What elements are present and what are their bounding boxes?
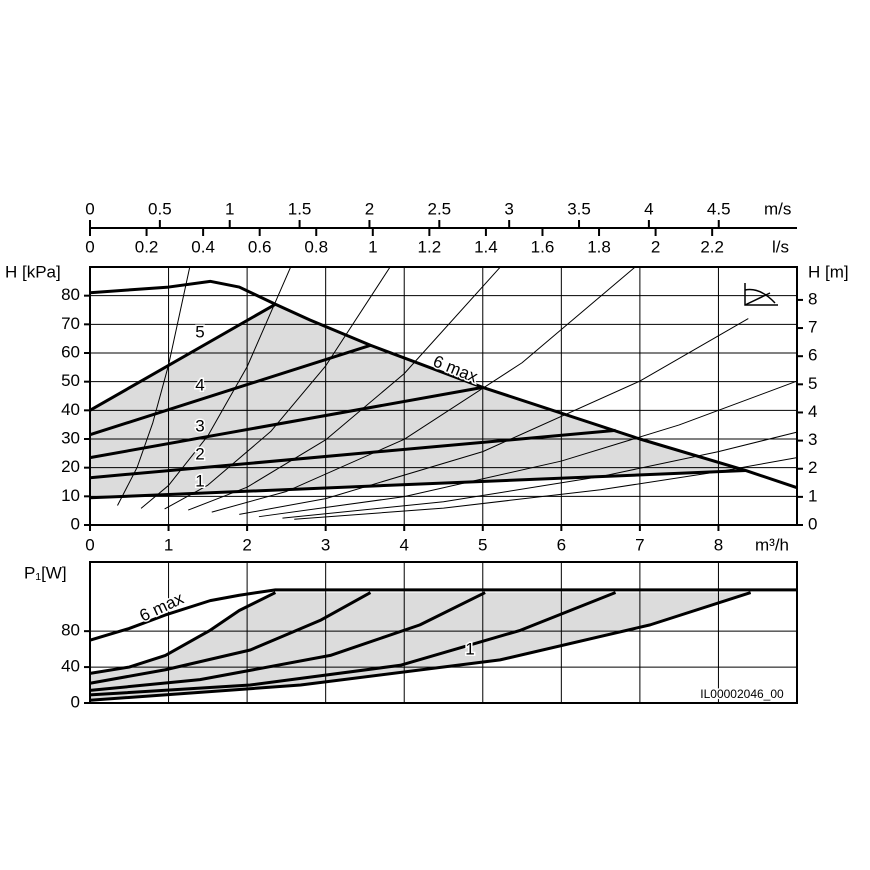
top-axis-tick-label: 0 bbox=[85, 199, 94, 218]
curve bbox=[89, 591, 277, 675]
top-axis-tick-label: 1.5 bbox=[288, 199, 312, 218]
figure-id: IL00002046_00 bbox=[700, 687, 784, 701]
curve bbox=[89, 279, 798, 490]
top-axis-label: l/s bbox=[772, 237, 789, 256]
top-axis-tick-label: 0.8 bbox=[304, 237, 328, 256]
pump-curve-icon bbox=[744, 283, 778, 306]
y2-tick-label: 2 bbox=[808, 458, 817, 477]
curve bbox=[188, 266, 501, 511]
y-tick-label: 0 bbox=[71, 692, 80, 711]
curve bbox=[282, 431, 798, 519]
x-tick-label: 8 bbox=[714, 535, 723, 554]
curve-label: 4 bbox=[195, 375, 204, 394]
curve-label: 2 bbox=[195, 444, 204, 463]
top-axis-tick-label: 3.5 bbox=[567, 199, 591, 218]
curve-label: 3 bbox=[195, 416, 204, 435]
curve bbox=[239, 318, 749, 515]
y-axis-label: H [kPa] bbox=[5, 262, 61, 281]
y-tick-label: 60 bbox=[61, 342, 80, 361]
top-axis-tick-label: 1.4 bbox=[474, 237, 498, 256]
y2-tick-label: 7 bbox=[808, 318, 817, 337]
y-tick-label: 50 bbox=[61, 371, 80, 390]
curve bbox=[258, 380, 798, 518]
top-axis-tick-label: 1 bbox=[225, 199, 234, 218]
y2-tick-label: 3 bbox=[808, 430, 817, 449]
y-tick-label: 10 bbox=[61, 486, 80, 505]
y2-tick-label: 1 bbox=[808, 486, 817, 505]
y-tick-label: 80 bbox=[61, 621, 80, 640]
curve bbox=[89, 385, 484, 460]
y2-axis-label: H [m] bbox=[808, 262, 849, 281]
top-axis-tick-label: 0 bbox=[85, 237, 94, 256]
top-axis-label: m/s bbox=[764, 199, 791, 218]
y-tick-label: 70 bbox=[61, 314, 80, 333]
curve bbox=[89, 591, 752, 702]
y-tick-label: 20 bbox=[61, 457, 80, 476]
curve bbox=[89, 302, 277, 412]
x-tick-label: 4 bbox=[399, 535, 408, 554]
y-axis-label: P₁[W] bbox=[24, 563, 67, 582]
curve bbox=[117, 266, 191, 506]
x-tick-label: 1 bbox=[164, 535, 173, 554]
x-tick-label: 0 bbox=[85, 535, 94, 554]
top-axis-tick-label: 1.8 bbox=[587, 237, 611, 256]
curve bbox=[211, 266, 636, 513]
curve bbox=[89, 343, 371, 437]
x-axis-label: m³/h bbox=[755, 535, 789, 554]
y-tick-label: 30 bbox=[61, 428, 80, 447]
top-axis-tick-label: 2 bbox=[651, 237, 660, 256]
curve-label: 1 bbox=[195, 471, 204, 490]
curve-label: 6 max bbox=[137, 588, 187, 625]
top-axis-tick-label: 4.5 bbox=[707, 199, 731, 218]
curve bbox=[89, 588, 797, 642]
y-tick-label: 0 bbox=[71, 514, 80, 533]
top-axis-tick-label: 2 bbox=[365, 199, 374, 218]
y2-tick-label: 4 bbox=[808, 402, 817, 421]
top-axis-tick-label: 4 bbox=[644, 199, 653, 218]
curve-label: 1 bbox=[465, 639, 474, 658]
top-axis-tick-label: 2.2 bbox=[700, 237, 724, 256]
curve bbox=[140, 267, 291, 509]
plot-frame bbox=[89, 266, 798, 526]
top-axis-tick-label: 2.5 bbox=[427, 199, 451, 218]
y2-tick-label: 6 bbox=[808, 346, 817, 365]
x-tick-label: 2 bbox=[242, 535, 251, 554]
curve bbox=[89, 591, 372, 685]
plot-frame bbox=[89, 561, 798, 704]
curve bbox=[89, 428, 616, 480]
top-axis-tick-label: 0.5 bbox=[148, 199, 172, 218]
top-axis-tick-label: 1.6 bbox=[531, 237, 555, 256]
y2-tick-label: 8 bbox=[808, 289, 817, 308]
operating-area bbox=[90, 592, 751, 701]
curve bbox=[164, 266, 391, 510]
x-tick-label: 7 bbox=[635, 535, 644, 554]
curve bbox=[294, 457, 798, 520]
y2-tick-label: 5 bbox=[808, 374, 817, 393]
curve bbox=[89, 591, 617, 697]
x-tick-label: 3 bbox=[321, 535, 330, 554]
y2-tick-label: 0 bbox=[808, 514, 817, 533]
x-tick-label: 6 bbox=[557, 535, 566, 554]
curve-label: 5 bbox=[195, 322, 204, 341]
curve bbox=[89, 469, 747, 500]
x-tick-label: 5 bbox=[478, 535, 487, 554]
y-tick-label: 40 bbox=[61, 657, 80, 676]
y-tick-label: 40 bbox=[61, 400, 80, 419]
top-axis-tick-label: 1 bbox=[368, 237, 377, 256]
top-axis-tick-label: 0.6 bbox=[248, 237, 272, 256]
top-axis-tick-label: 1.2 bbox=[418, 237, 442, 256]
curve bbox=[89, 591, 486, 692]
top-axis-tick-label: 0.2 bbox=[135, 237, 159, 256]
y-tick-label: 80 bbox=[61, 285, 80, 304]
top-axis-tick-label: 3 bbox=[504, 199, 513, 218]
top-axis-tick-label: 0.4 bbox=[191, 237, 215, 256]
